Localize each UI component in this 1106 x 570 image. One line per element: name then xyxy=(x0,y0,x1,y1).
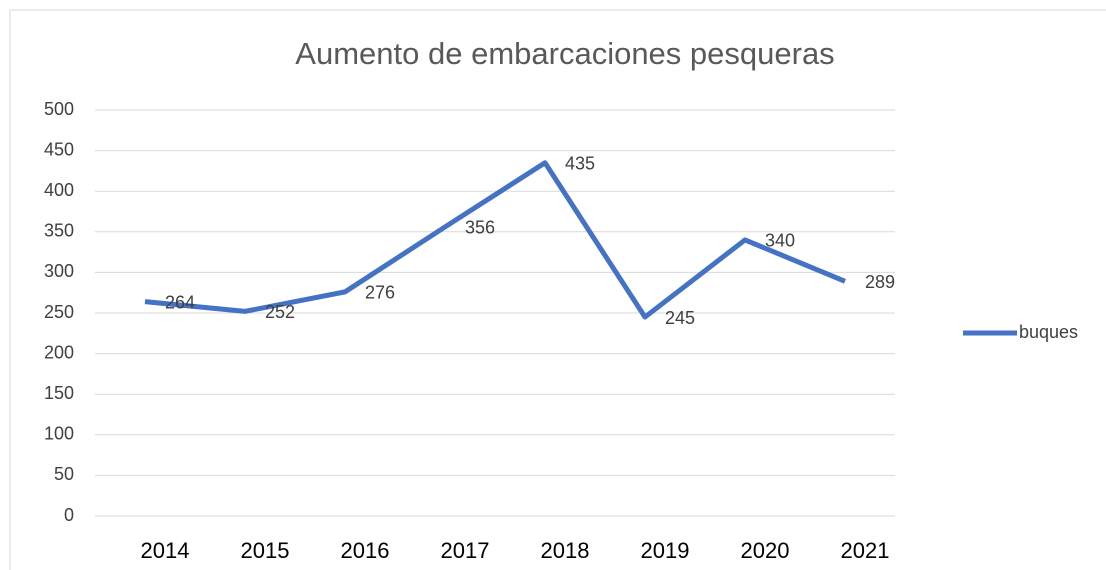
y-tick-label: 0 xyxy=(64,505,74,525)
x-tick-label: 2021 xyxy=(841,538,890,563)
data-label: 252 xyxy=(265,302,295,322)
x-tick-label: 2019 xyxy=(641,538,690,563)
y-tick-label: 400 xyxy=(44,180,74,200)
legend-label: buques xyxy=(1019,322,1078,342)
data-label: 356 xyxy=(465,218,495,238)
x-tick-label: 2014 xyxy=(141,538,190,563)
line xyxy=(144,160,846,320)
y-tick-label: 50 xyxy=(54,464,74,484)
y-tick-label: 150 xyxy=(44,383,74,403)
data-label: 264 xyxy=(165,292,195,312)
data-label: 340 xyxy=(765,231,795,251)
data-label: 289 xyxy=(865,272,895,292)
data-label: 435 xyxy=(565,154,595,174)
y-tick-label: 450 xyxy=(44,139,74,159)
x-tick-label: 2016 xyxy=(341,538,390,563)
y-tick-label: 500 xyxy=(44,99,74,119)
x-tick-label: 2017 xyxy=(441,538,490,563)
y-tick-label: 100 xyxy=(44,424,74,444)
y-tick-label: 250 xyxy=(44,302,74,322)
x-tick-label: 2020 xyxy=(741,538,790,563)
x-tick-label: 2015 xyxy=(241,538,290,563)
chart-title: Aumento de embarcaciones pesqueras xyxy=(295,36,834,71)
y-tick-label: 300 xyxy=(44,261,74,281)
data-label: 276 xyxy=(365,283,395,303)
y-tick-label: 350 xyxy=(44,221,74,241)
x-tick-label: 2018 xyxy=(541,538,590,563)
chart-border xyxy=(9,9,1106,570)
data-label: 245 xyxy=(665,308,695,328)
y-tick-label: 200 xyxy=(44,342,74,362)
